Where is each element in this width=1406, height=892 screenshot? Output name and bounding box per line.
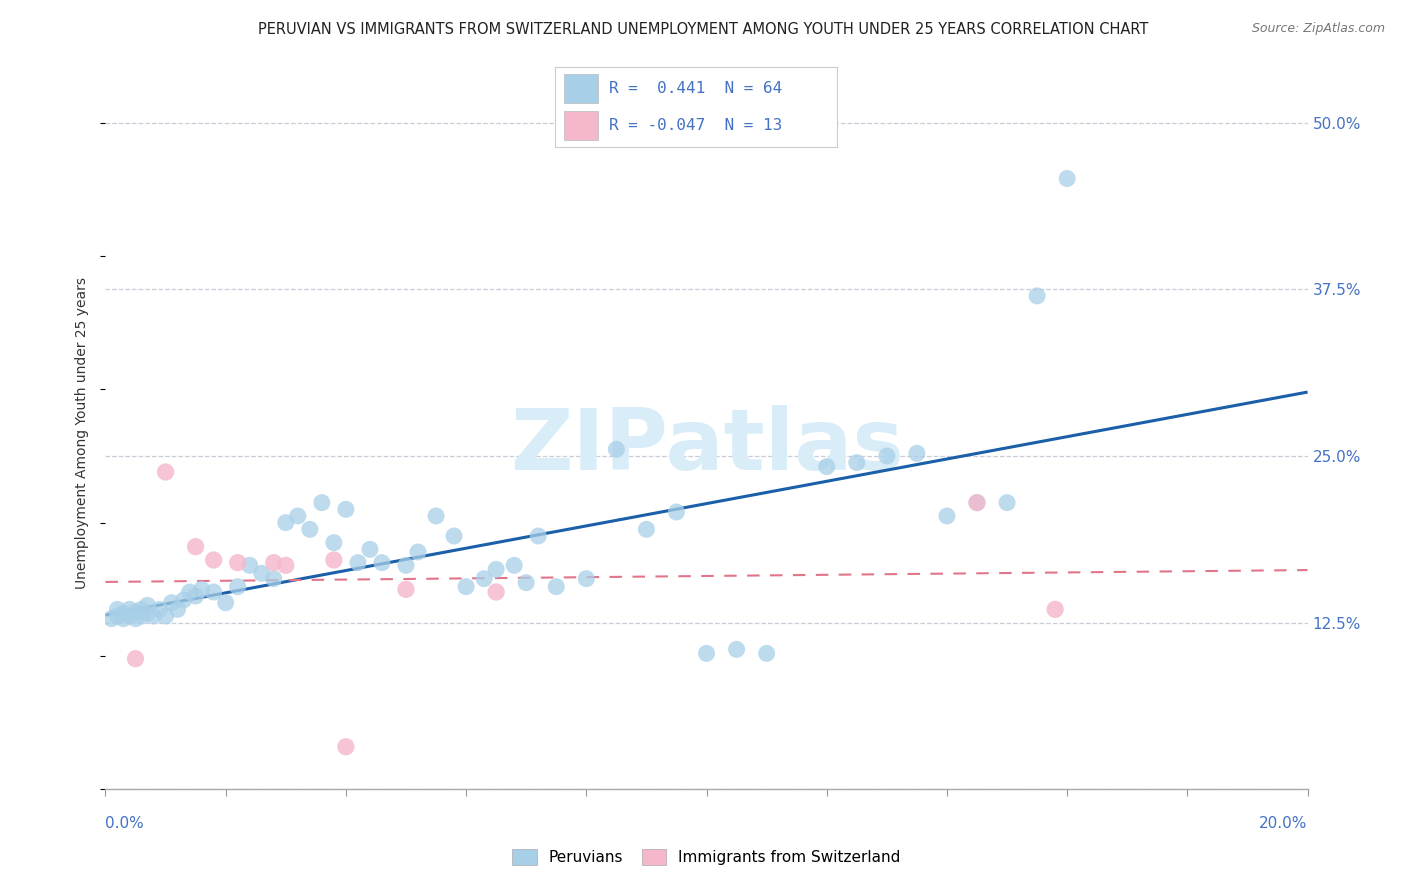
Point (605, 442, 627, 457)
Point (184, 589, 207, 603)
Point (575, 572, 598, 586)
Point (876, 449, 898, 463)
Text: R = -0.047  N = 13: R = -0.047 N = 13 (609, 118, 782, 133)
Point (274, 558, 297, 573)
Point (131, 609, 153, 624)
Point (124, 605, 146, 619)
Point (124, 651, 146, 665)
Point (100, 612, 122, 626)
Point (485, 585, 508, 599)
Point (636, 522, 658, 536)
Point (347, 556, 370, 570)
Point (845, 456, 868, 470)
Text: PERUVIAN VS IMMIGRANTS FROM SWITZERLAND UNEMPLOYMENT AMONG YOUTH UNDER 25 YEARS : PERUVIAN VS IMMIGRANTS FROM SWITZERLAND … (257, 22, 1149, 37)
Point (454, 580, 477, 594)
Point (226, 580, 249, 594)
Point (142, 609, 165, 624)
Point (696, 646, 718, 660)
Point (1043, 602, 1066, 616)
Point (202, 553, 225, 567)
Point (226, 556, 249, 570)
Point (107, 609, 129, 624)
Point (725, 642, 748, 657)
Point (298, 522, 321, 536)
Point (263, 572, 285, 586)
Point (755, 646, 778, 660)
Point (107, 602, 129, 616)
Point (136, 599, 159, 613)
Text: 0.0%: 0.0% (105, 816, 145, 831)
Point (287, 508, 309, 523)
Point (173, 593, 195, 607)
Point (239, 558, 262, 573)
Bar (564, 112, 598, 140)
Bar (564, 74, 598, 103)
Point (148, 602, 170, 616)
Point (443, 529, 465, 543)
Point (665, 505, 688, 519)
Point (472, 572, 495, 586)
Point (136, 607, 159, 621)
Point (905, 446, 928, 460)
Point (936, 508, 959, 523)
Point (124, 612, 146, 626)
Point (155, 609, 177, 624)
Point (184, 540, 207, 554)
Point (118, 609, 141, 624)
Legend: Peruvians, Immigrants from Switzerland: Peruvians, Immigrants from Switzerland (506, 843, 907, 871)
Point (322, 553, 344, 567)
Point (214, 596, 236, 610)
Text: R =  0.441  N = 64: R = 0.441 N = 64 (609, 80, 782, 95)
Point (395, 558, 418, 573)
Point (995, 496, 1018, 510)
Point (359, 542, 381, 557)
Text: Source: ZipAtlas.com: Source: ZipAtlas.com (1251, 22, 1385, 36)
Point (274, 516, 297, 530)
Point (190, 582, 212, 597)
Point (1056, 171, 1078, 186)
Point (485, 562, 508, 576)
Point (311, 496, 333, 510)
Point (250, 566, 273, 581)
Point (112, 607, 135, 621)
Point (371, 556, 394, 570)
Point (406, 545, 429, 559)
Point (263, 556, 285, 570)
Y-axis label: Unemployment Among Youth under 25 years: Unemployment Among Youth under 25 years (76, 277, 90, 589)
Point (395, 582, 418, 597)
Point (425, 508, 447, 523)
Point (322, 535, 344, 549)
Point (815, 459, 838, 474)
Point (155, 465, 177, 479)
Point (335, 739, 357, 754)
Point (546, 580, 568, 594)
Point (515, 575, 537, 590)
Point (179, 585, 201, 599)
Point (166, 602, 188, 616)
Point (527, 529, 550, 543)
Point (160, 596, 183, 610)
Point (966, 496, 988, 510)
Point (1026, 289, 1049, 303)
Point (202, 585, 225, 599)
Point (335, 502, 357, 516)
Text: 20.0%: 20.0% (1260, 816, 1308, 831)
Text: ZIPatlas: ZIPatlas (509, 405, 904, 489)
Point (118, 602, 141, 616)
Point (966, 496, 988, 510)
Point (503, 558, 526, 573)
Point (131, 602, 153, 616)
Point (112, 612, 135, 626)
